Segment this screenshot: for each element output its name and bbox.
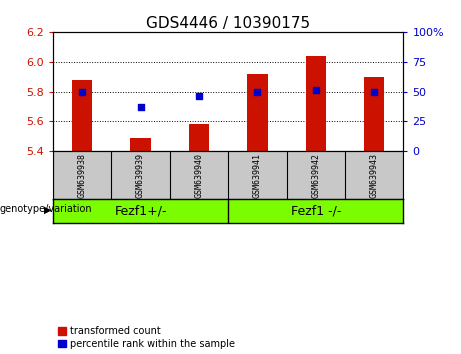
Text: GSM639939: GSM639939	[136, 153, 145, 198]
Point	[78, 89, 86, 95]
Bar	[189, 125, 209, 152]
Point	[312, 87, 319, 93]
Bar	[72, 80, 92, 152]
Point	[254, 89, 261, 95]
Text: GSM639943: GSM639943	[370, 153, 378, 198]
Text: Fezf1+/-: Fezf1+/-	[114, 205, 167, 218]
Text: genotype/variation: genotype/variation	[0, 204, 93, 214]
Point	[195, 93, 203, 99]
Bar	[130, 138, 151, 152]
Text: ▶: ▶	[44, 204, 52, 214]
Text: GSM639942: GSM639942	[311, 153, 320, 198]
Bar	[306, 56, 326, 152]
Text: GSM639938: GSM639938	[78, 153, 87, 198]
Legend: transformed count, percentile rank within the sample: transformed count, percentile rank withi…	[58, 326, 235, 349]
Text: Fezf1 -/-: Fezf1 -/-	[290, 205, 341, 218]
Bar	[247, 74, 267, 152]
Point	[371, 89, 378, 95]
Point	[137, 104, 144, 110]
Bar	[364, 77, 384, 152]
Text: GSM639940: GSM639940	[195, 153, 203, 198]
Text: GSM639941: GSM639941	[253, 153, 262, 198]
Title: GDS4446 / 10390175: GDS4446 / 10390175	[146, 16, 310, 31]
